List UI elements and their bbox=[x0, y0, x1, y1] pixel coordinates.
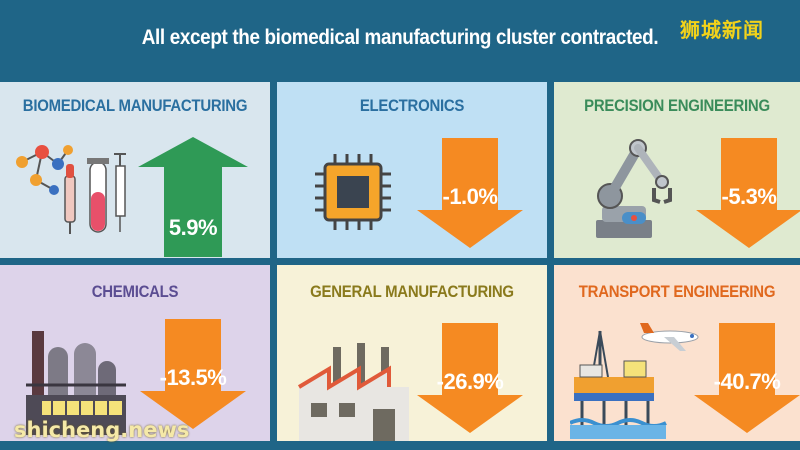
cluster-label: BIOMEDICAL MANUFACTURING bbox=[22, 96, 248, 115]
factory-icon bbox=[297, 343, 409, 441]
cluster-change: -13.5% bbox=[159, 365, 227, 390]
cluster-label: ELECTRONICS bbox=[359, 96, 465, 115]
robotic-arm-icon bbox=[596, 139, 672, 238]
down-arrow-icon bbox=[417, 138, 523, 248]
cluster-panel-chemicals: CHEMICALS -13.5% bbox=[0, 265, 270, 441]
site-logo: 狮城新闻 bbox=[680, 18, 764, 42]
cluster-panel-electronics: ELECTRONICS -1.0% bbox=[277, 82, 547, 258]
cluster-change: -40.7% bbox=[713, 369, 781, 394]
up-arrow-icon bbox=[138, 137, 248, 257]
cluster-change: -1.0% bbox=[442, 184, 498, 209]
cluster-panel-precision-engineering: PRECISION ENGINEERING -5.3% bbox=[554, 82, 800, 258]
down-arrow-icon bbox=[140, 319, 246, 429]
chemical-plant-icon bbox=[26, 331, 126, 435]
down-arrow-icon bbox=[696, 138, 800, 248]
cluster-panel-general-manufacturing: GENERAL MANUFACTURING -26.9% bbox=[277, 265, 547, 441]
watermark: shicheng.news bbox=[14, 418, 190, 442]
cluster-label: TRANSPORT ENGINEERING bbox=[578, 282, 776, 301]
microchip-icon bbox=[315, 154, 391, 230]
cluster-label: PRECISION ENGINEERING bbox=[584, 96, 770, 115]
cluster-label: CHEMICALS bbox=[91, 282, 179, 301]
lab-equipment-icon bbox=[16, 145, 126, 234]
cluster-label: GENERAL MANUFACTURING bbox=[310, 282, 514, 301]
cluster-change: 5.9% bbox=[168, 215, 218, 240]
oil-rig-airplane-icon bbox=[570, 323, 699, 439]
cluster-panel-transport-engineering: TRANSPORT ENGINEERING -40.7% bbox=[554, 265, 800, 441]
cluster-change: -26.9% bbox=[436, 369, 504, 394]
cluster-panel-biomedical: BIOMEDICAL MANUFACTURING 5.9% bbox=[0, 82, 270, 258]
down-arrow-icon bbox=[417, 323, 523, 433]
page-title: All except the biomedical manufacturing … bbox=[141, 26, 659, 49]
cluster-change: -5.3% bbox=[721, 184, 777, 209]
down-arrow-icon bbox=[694, 323, 800, 433]
